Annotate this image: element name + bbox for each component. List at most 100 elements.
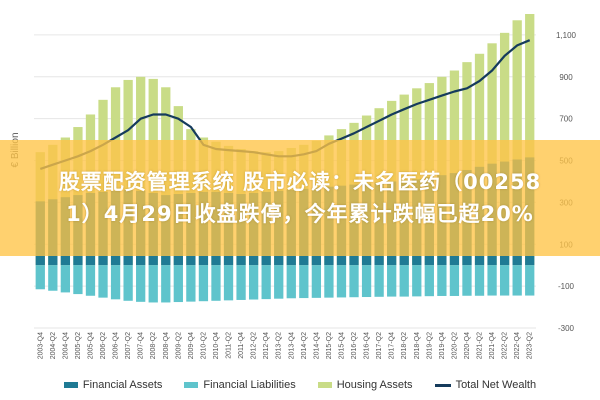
x-tick-label: 2022-Q4 bbox=[514, 332, 521, 359]
x-tick-label: 2005-Q4 bbox=[88, 332, 95, 359]
x-tick-label: 2004-Q4 bbox=[62, 332, 69, 359]
bar-financial-liabilities bbox=[424, 265, 434, 297]
bar-financial-liabilities bbox=[60, 265, 71, 293]
legend-item-financial-liabilities: Financial Liabilities bbox=[184, 379, 296, 391]
legend-label: Financial Assets bbox=[82, 379, 163, 391]
bar-financial-liabilities bbox=[474, 265, 485, 296]
bar-financial-liabilities bbox=[299, 265, 309, 299]
bar-housing-assets bbox=[525, 14, 535, 266]
x-tick-label: 2009-Q4 bbox=[188, 332, 195, 359]
bar-financial-liabilities bbox=[261, 265, 271, 300]
bar-financial-liabilities bbox=[35, 265, 45, 290]
bar-financial-liabilities bbox=[186, 265, 196, 302]
x-tick-label: 2021-Q4 bbox=[489, 332, 496, 359]
bar-financial-liabilities bbox=[73, 265, 83, 295]
bar-financial-liabilities bbox=[48, 265, 58, 291]
x-tick-label: 2016-Q2 bbox=[351, 332, 358, 359]
y-tick-label: -100 bbox=[558, 282, 575, 291]
bar-financial-liabilities bbox=[462, 265, 472, 296]
bar-financial-liabilities bbox=[161, 265, 171, 303]
y-tick-label: 1,100 bbox=[556, 31, 577, 40]
x-tick-label: 2012-Q2 bbox=[251, 332, 258, 359]
x-tick-label: 2011-Q4 bbox=[238, 332, 245, 359]
legend-label: Housing Assets bbox=[336, 379, 413, 391]
bar-financial-liabilities bbox=[349, 265, 359, 298]
bar-financial-liabilities bbox=[399, 265, 409, 297]
x-tick-label: 2008-Q2 bbox=[150, 332, 157, 359]
x-tick-label: 2023-Q2 bbox=[527, 332, 534, 359]
bar-financial-liabilities bbox=[487, 265, 497, 296]
x-tick-label: 2003-Q4 bbox=[37, 332, 44, 359]
bar-financial-liabilities bbox=[248, 265, 259, 300]
financial-assets-swatch bbox=[63, 382, 78, 388]
x-tick-label: 2019-Q4 bbox=[439, 332, 446, 359]
bar-financial-liabilities bbox=[148, 265, 158, 303]
x-tick-label: 2015-Q4 bbox=[339, 332, 346, 359]
x-tick-label: 2022-Q2 bbox=[502, 332, 509, 359]
x-tick-label: 2004-Q2 bbox=[50, 332, 57, 359]
x-tick-label: 2018-Q2 bbox=[401, 332, 408, 359]
bar-financial-liabilities bbox=[387, 265, 397, 297]
x-tick-label: 2013-Q2 bbox=[276, 332, 283, 359]
x-tick-label: 2007-Q2 bbox=[125, 332, 132, 359]
x-tick-label: 2008-Q4 bbox=[163, 332, 170, 359]
headline-line-1: 股票配资管理系统 股市必读：未名医药（00258 bbox=[58, 170, 542, 194]
x-tick-label: 2015-Q2 bbox=[326, 332, 333, 359]
chart-legend: Financial Assets Financial Liabilities H… bbox=[0, 376, 600, 394]
x-tick-label: 2013-Q4 bbox=[288, 332, 295, 359]
x-tick-label: 2012-Q4 bbox=[263, 332, 270, 359]
bar-financial-liabilities bbox=[98, 265, 108, 298]
legend-item-total-net-wealth: Total Net Wealth bbox=[434, 379, 537, 391]
x-tick-label: 2014-Q4 bbox=[313, 332, 320, 359]
x-tick-label: 2009-Q2 bbox=[175, 332, 182, 359]
bar-financial-liabilities bbox=[110, 265, 121, 300]
x-tick-label: 2020-Q4 bbox=[464, 332, 471, 359]
bar-financial-liabilities bbox=[311, 265, 322, 298]
headline-line-2: 1）4月29日收盘跌停，今年累计跌幅已超20% bbox=[66, 202, 534, 226]
x-tick-label: 2019-Q2 bbox=[426, 332, 433, 359]
x-tick-label: 2005-Q2 bbox=[75, 332, 82, 359]
x-tick-label: 2017-Q4 bbox=[389, 332, 396, 359]
x-tick-label: 2006-Q2 bbox=[100, 332, 107, 359]
bar-financial-liabilities bbox=[525, 265, 535, 296]
legend-item-financial-assets: Financial Assets bbox=[63, 379, 163, 391]
y-tick-label: 700 bbox=[559, 115, 573, 124]
bar-financial-liabilities bbox=[336, 265, 347, 298]
y-tick-label: -300 bbox=[558, 324, 575, 333]
x-tick-label: 2011-Q2 bbox=[226, 332, 233, 359]
legend-item-housing-assets: Housing Assets bbox=[317, 379, 413, 391]
bar-financial-liabilities bbox=[123, 265, 133, 301]
x-tick-label: 2014-Q2 bbox=[301, 332, 308, 359]
x-tick-label: 2006-Q4 bbox=[113, 332, 120, 359]
bar-financial-liabilities bbox=[499, 265, 510, 296]
bar-financial-liabilities bbox=[437, 265, 447, 296]
bar-financial-liabilities bbox=[173, 265, 183, 303]
x-tick-label: 2017-Q2 bbox=[376, 332, 383, 359]
bar-financial-liabilities bbox=[223, 265, 234, 301]
financial-liabilities-swatch bbox=[184, 382, 199, 388]
x-tick-label: 2007-Q4 bbox=[138, 332, 145, 359]
x-tick-label: 2010-Q2 bbox=[200, 332, 207, 359]
bar-financial-liabilities bbox=[361, 265, 372, 298]
bar-financial-liabilities bbox=[512, 265, 522, 296]
bar-financial-liabilities bbox=[412, 265, 422, 297]
bar-financial-liabilities bbox=[198, 265, 209, 302]
x-tick-label: 2016-Q4 bbox=[364, 332, 371, 359]
bar-financial-liabilities bbox=[324, 265, 334, 298]
bar-financial-liabilities bbox=[449, 265, 460, 296]
x-tick-label: 2010-Q4 bbox=[213, 332, 220, 359]
total-net-wealth-swatch bbox=[434, 383, 451, 387]
bar-financial-liabilities bbox=[136, 265, 146, 302]
x-tick-label: 2021-Q2 bbox=[477, 332, 484, 359]
bar-financial-liabilities bbox=[85, 265, 96, 296]
headline-banner: 股票配资管理系统 股市必读：未名医药（00258 1）4月29日收盘跌停，今年累… bbox=[0, 140, 600, 256]
bar-financial-liabilities bbox=[236, 265, 246, 300]
bar-financial-liabilities bbox=[274, 265, 284, 299]
bar-financial-liabilities bbox=[374, 265, 384, 297]
legend-label: Financial Liabilities bbox=[203, 379, 296, 391]
bar-financial-liabilities bbox=[286, 265, 296, 299]
housing-assets-swatch bbox=[317, 382, 332, 388]
x-tick-label: 2018-Q4 bbox=[414, 332, 421, 359]
legend-label: Total Net Wealth bbox=[455, 379, 537, 391]
